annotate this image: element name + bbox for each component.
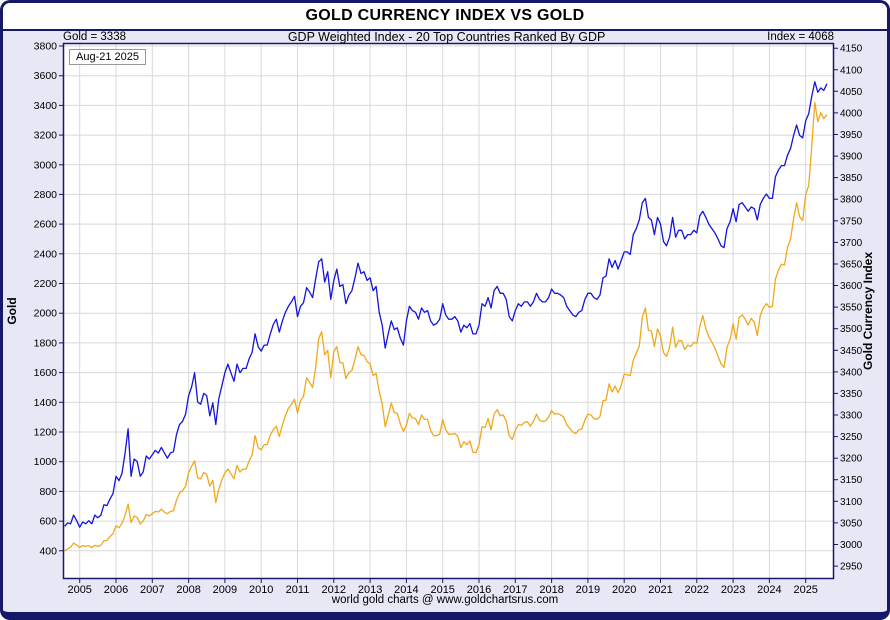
left-tick-label: 2600 <box>34 219 58 231</box>
chart-subtitle: GDP Weighted Index - 20 Top Countries Ra… <box>287 30 606 44</box>
right-tick-label: 3650 <box>840 260 863 271</box>
x-tick-label: 2024 <box>757 584 781 596</box>
x-tick-label: 2005 <box>67 584 91 596</box>
chart-plot: Gold Gold Currency Index 2005 2006 2007 200… <box>5 41 875 597</box>
gold-series-line <box>64 101 828 552</box>
right-tick-label: 3900 <box>840 152 863 163</box>
x-tick-label: 2007 <box>140 584 164 596</box>
right-tick-label: 3150 <box>840 475 863 486</box>
right-tick-label: 3400 <box>840 367 863 378</box>
x-tick-label: 2013 <box>358 584 382 596</box>
left-tick-label: 1600 <box>34 367 58 379</box>
x-tick-label: 2020 <box>612 584 636 596</box>
chart-title: GOLD CURRENCY INDEX VS GOLD <box>305 7 585 24</box>
left-tick-label: 1000 <box>34 456 58 468</box>
right-tick-label: 4150 <box>840 44 863 55</box>
right-axis-title: Gold Currency Index <box>861 252 875 370</box>
right-tick-label: 4100 <box>840 65 863 76</box>
right-tick-label: 3100 <box>840 497 863 508</box>
right-tick-label: 3350 <box>840 389 863 400</box>
right-tick-label: 3750 <box>840 216 863 227</box>
left-tick-label: 800 <box>39 486 57 498</box>
left-tick-label: 3200 <box>34 130 58 142</box>
right-tick-label: 3500 <box>840 324 863 335</box>
x-tick-label: 2008 <box>176 584 200 596</box>
x-tick-label: 2010 <box>249 584 273 596</box>
left-tick-label: 2200 <box>34 278 58 290</box>
x-tick-label: 2025 <box>793 584 817 596</box>
right-tick-label: 3800 <box>840 195 863 206</box>
x-tick-label: 2022 <box>685 584 709 596</box>
left-tick-label: 400 <box>39 545 57 557</box>
right-tick-label: 2950 <box>840 562 863 573</box>
x-tick-label: 2015 <box>430 584 454 596</box>
left-tick-label: 2000 <box>34 308 58 320</box>
left-tick-label: 2400 <box>34 248 58 260</box>
right-tick-label: 3200 <box>840 454 863 465</box>
right-tick-label: 3450 <box>840 346 863 357</box>
date-annotation: Aug-21 2025 <box>69 49 146 65</box>
x-tick-label: 2011 <box>286 584 310 596</box>
plot-frame <box>62 42 835 580</box>
right-tick-label: 3700 <box>840 238 863 249</box>
x-tick-label: 2009 <box>213 584 237 596</box>
gold-latest-value: Gold = 3338 <box>63 31 126 43</box>
right-tick-label: 3550 <box>840 303 863 314</box>
left-tick-label: 2800 <box>34 189 58 201</box>
right-tick-label: 3000 <box>840 540 863 551</box>
left-tick-label: 3000 <box>34 159 58 171</box>
right-tick-label: 3300 <box>840 411 863 422</box>
x-tick-label: 2014 <box>394 584 418 596</box>
left-tick-label: 1200 <box>34 427 58 439</box>
x-tick-label: 2019 <box>576 584 600 596</box>
right-tick-label: 3600 <box>840 281 863 292</box>
footer-credit: world gold charts @ www.goldchartsrus.co… <box>331 594 559 606</box>
right-tick-label: 3050 <box>840 518 863 529</box>
x-tick-label: 2006 <box>104 584 128 596</box>
right-tick-label: 4050 <box>840 87 863 98</box>
left-tick-label: 3400 <box>34 100 58 112</box>
x-tick-label: 2016 <box>467 584 491 596</box>
x-tick-label: 2023 <box>721 584 745 596</box>
right-tick-label: 3850 <box>840 173 863 184</box>
right-tick-label: 3250 <box>840 432 863 443</box>
left-tick-label: 3800 <box>34 41 58 53</box>
title-bar: GOLD CURRENCY INDEX VS GOLD <box>3 3 887 31</box>
left-tick-label: 3600 <box>34 70 58 82</box>
left-axis-title: Gold <box>5 297 19 324</box>
left-tick-label: 1400 <box>34 397 58 409</box>
right-tick-label: 4000 <box>840 108 863 119</box>
index-latest-value: Index = 4068 <box>767 31 834 43</box>
left-tick-label: 1800 <box>34 337 58 349</box>
x-tick-label: 2017 <box>503 584 527 596</box>
left-tick-label: 600 <box>39 516 57 528</box>
x-tick-label: 2018 <box>539 584 563 596</box>
x-tick-label: 2012 <box>322 584 346 596</box>
plot-background <box>63 43 834 579</box>
index-series-line <box>64 81 828 528</box>
right-tick-label: 3950 <box>840 130 863 141</box>
x-tick-label: 2021 <box>648 584 672 596</box>
subheader-row: Gold = 3338 GDP Weighted Index - 20 Top … <box>63 30 834 44</box>
